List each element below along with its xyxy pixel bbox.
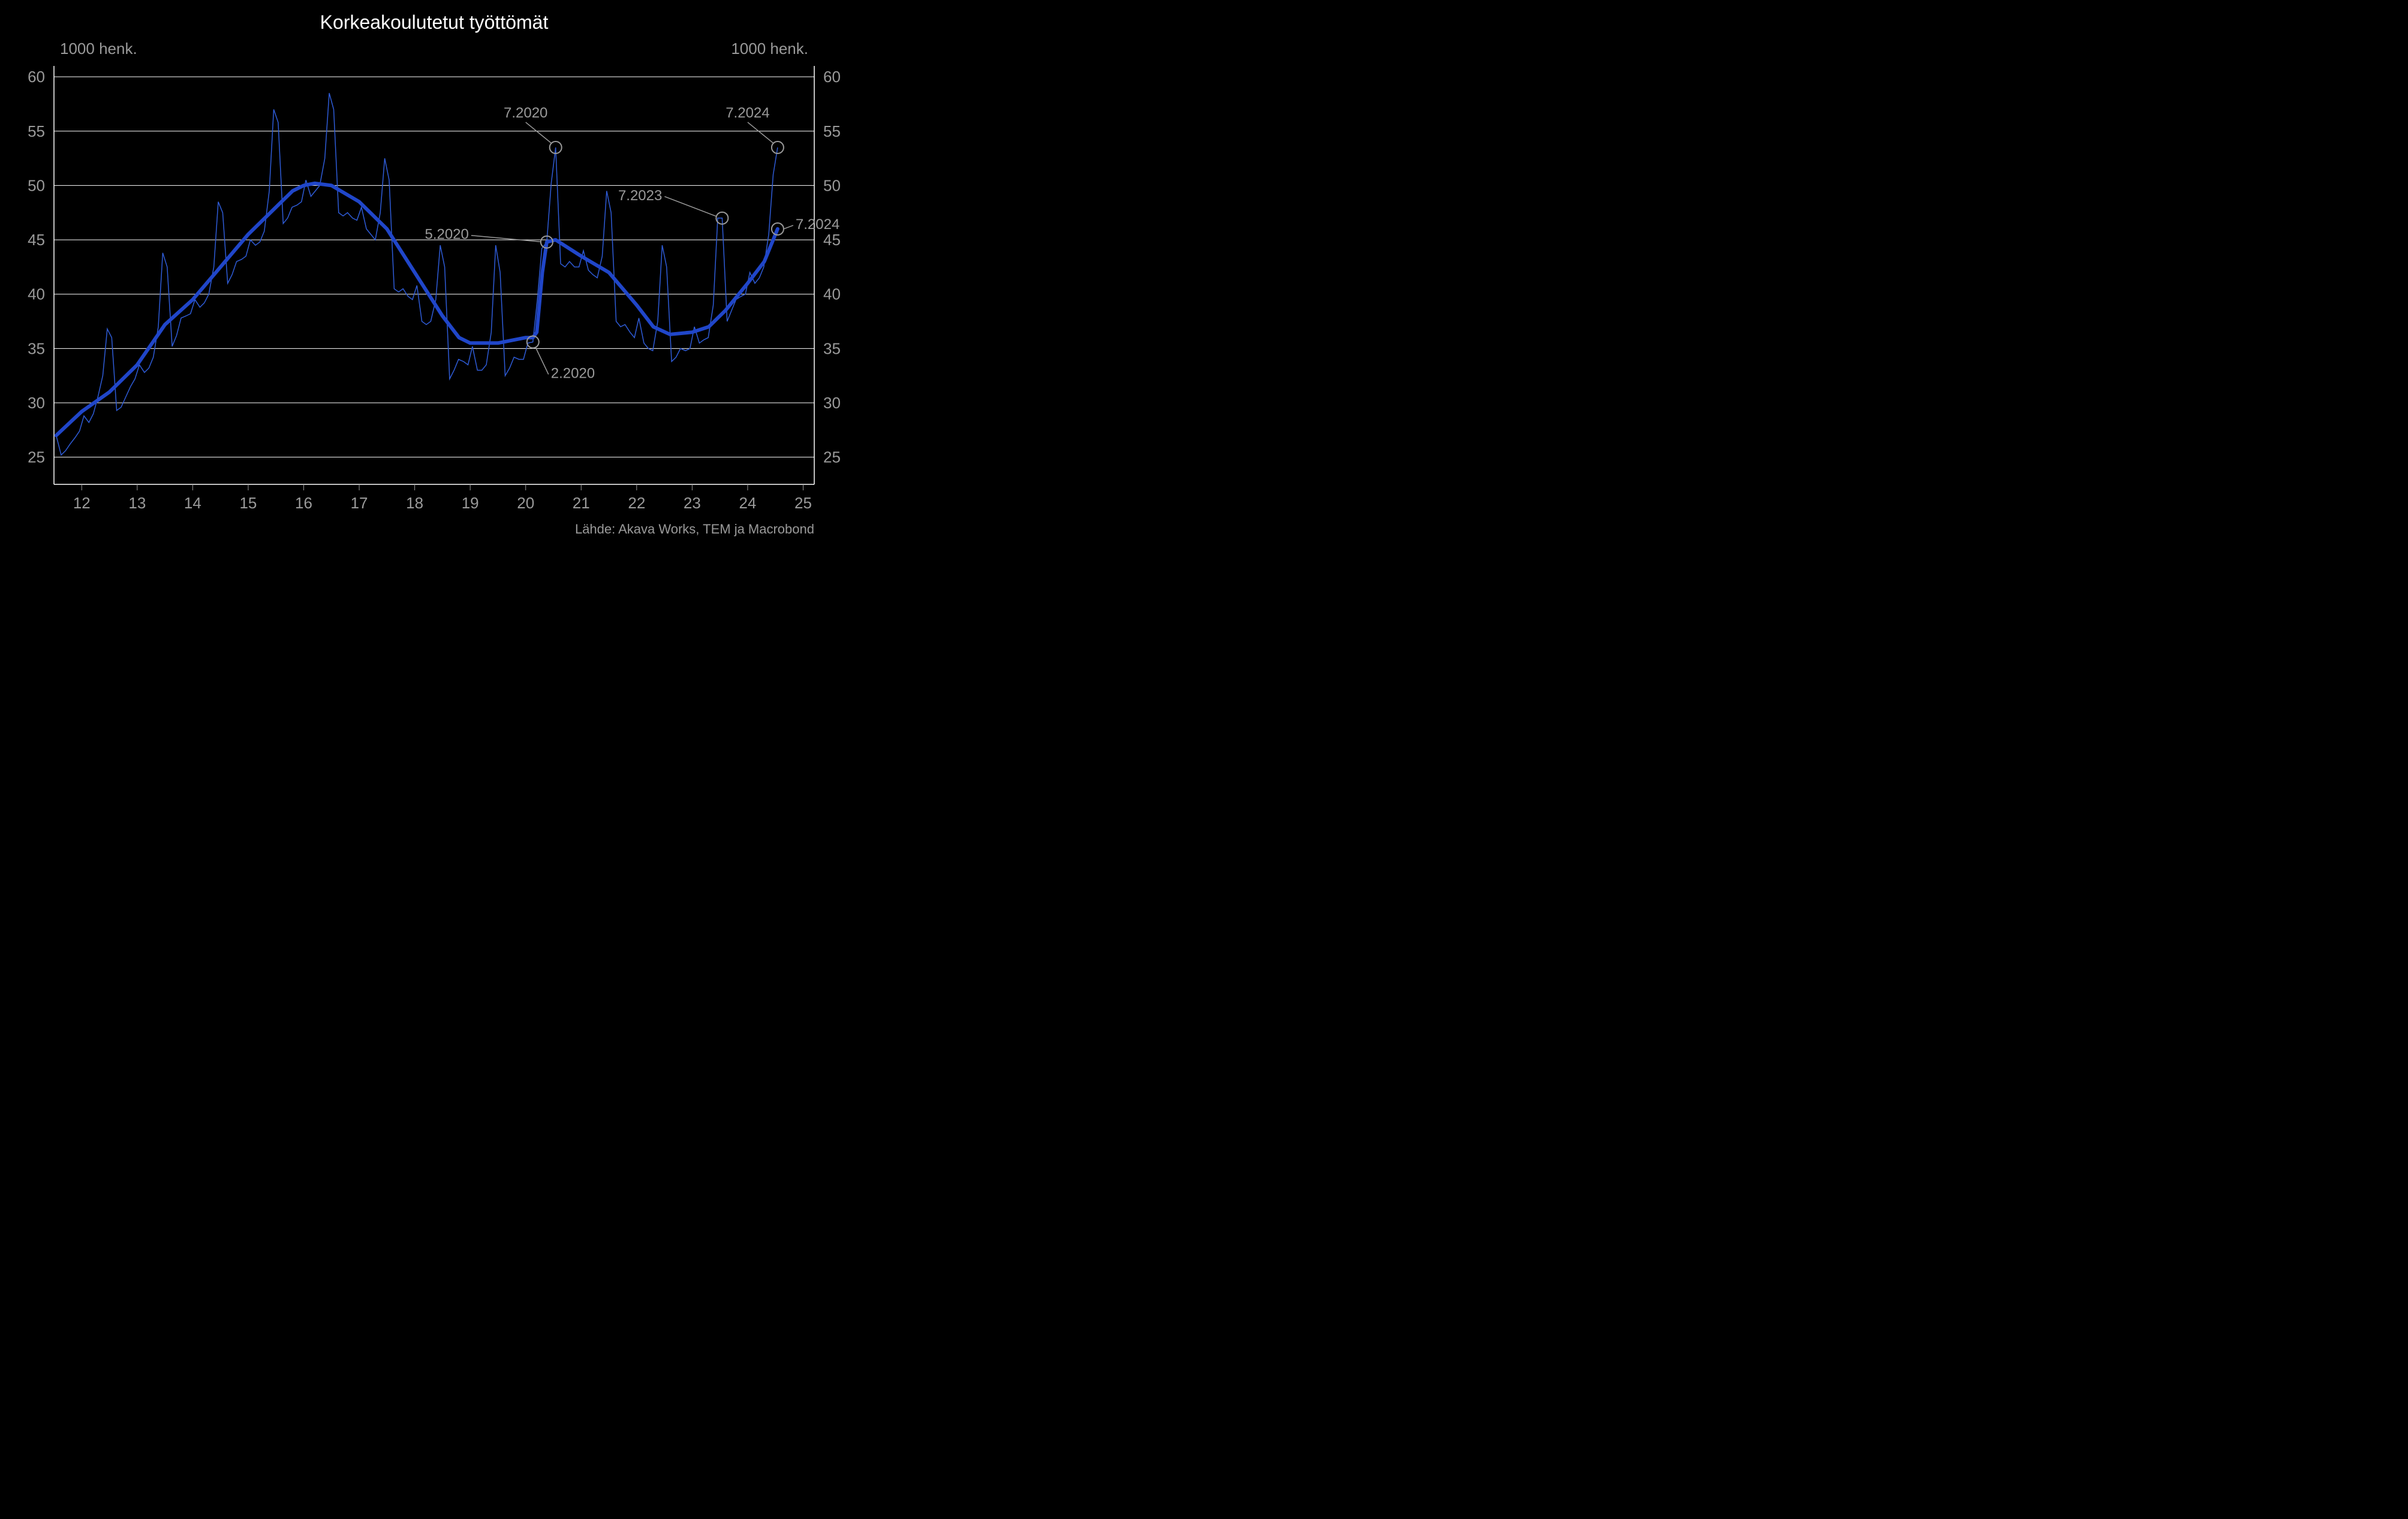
x-tick-label: 22 bbox=[628, 494, 645, 512]
y-tick-label-left: 30 bbox=[28, 394, 45, 412]
annotation-label: 7.2024 bbox=[726, 105, 769, 121]
annotation-label: 7.2024 bbox=[796, 216, 839, 233]
chart-title: Korkeakoulutetut työttömät bbox=[320, 11, 549, 33]
y-tick-label-right: 40 bbox=[823, 285, 841, 303]
x-tick-label: 19 bbox=[462, 494, 479, 512]
x-tick-label: 21 bbox=[573, 494, 590, 512]
x-tick-label: 17 bbox=[351, 494, 368, 512]
x-tick-label: 23 bbox=[684, 494, 701, 512]
x-tick-label: 18 bbox=[406, 494, 423, 512]
y-tick-label-right: 50 bbox=[823, 176, 841, 194]
y-tick-label-right: 60 bbox=[823, 68, 841, 86]
x-tick-label: 24 bbox=[739, 494, 756, 512]
annotation-leader bbox=[784, 225, 793, 229]
y-tick-label-left: 60 bbox=[28, 68, 45, 86]
annotation-label: 7.2023 bbox=[618, 188, 662, 204]
y-tick-label-right: 30 bbox=[823, 394, 841, 412]
annotation-marker bbox=[772, 141, 784, 153]
annotation-label: 5.2020 bbox=[425, 227, 468, 243]
annotation-leader bbox=[664, 197, 716, 216]
source-label: Lähde: Akava Works, TEM ja Macrobond bbox=[575, 522, 814, 537]
y-label-right: 1000 henk. bbox=[731, 40, 808, 58]
annotation-leader bbox=[471, 236, 541, 242]
annotation-leader bbox=[535, 347, 549, 374]
y-tick-label-left: 25 bbox=[28, 448, 45, 466]
y-tick-label-left: 50 bbox=[28, 176, 45, 194]
y-tick-label-left: 45 bbox=[28, 231, 45, 249]
trend-series-line bbox=[56, 183, 778, 436]
y-tick-label-left: 35 bbox=[28, 339, 45, 357]
x-tick-label: 14 bbox=[184, 494, 201, 512]
y-tick-label-right: 25 bbox=[823, 448, 841, 466]
y-tick-label-right: 45 bbox=[823, 231, 841, 249]
y-tick-label-left: 40 bbox=[28, 285, 45, 303]
annotation-leader bbox=[526, 122, 552, 143]
x-tick-label: 13 bbox=[128, 494, 146, 512]
chart-container: Korkeakoulutetut työttömät 1000 henk. 1000… bbox=[0, 0, 868, 548]
annotation-label: 2.2020 bbox=[551, 365, 595, 381]
x-tick-label: 15 bbox=[239, 494, 257, 512]
y-tick-label-right: 35 bbox=[823, 339, 841, 357]
line-chart: Korkeakoulutetut työttömät 1000 henk. 1000… bbox=[0, 0, 868, 548]
x-tick-label: 20 bbox=[517, 494, 534, 512]
x-tick-label: 12 bbox=[73, 494, 91, 512]
x-tick-label: 16 bbox=[295, 494, 312, 512]
y-tick-label-left: 55 bbox=[28, 122, 45, 140]
y-label-left: 1000 henk. bbox=[60, 40, 137, 58]
x-tick-label: 25 bbox=[794, 494, 812, 512]
annotation-label: 7.2020 bbox=[504, 105, 547, 121]
annotation-leader bbox=[748, 122, 773, 143]
y-tick-label-right: 55 bbox=[823, 122, 841, 140]
